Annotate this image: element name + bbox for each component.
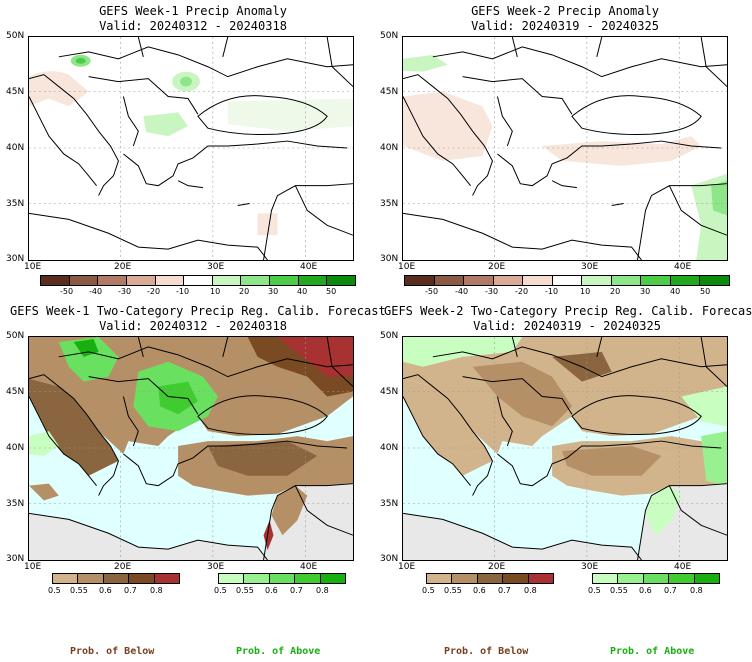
p1-cbar-lab: -30 [118,287,132,296]
p3-lon-30: 30E [207,562,225,572]
p3-above-lab: 0.8 [316,586,329,595]
p3-lon-20: 20E [114,562,132,572]
p2-cbar-lab: 10 [580,287,591,296]
p2-cbar-lab: -20 [515,287,529,296]
p3-lat-50: 50N [6,331,25,341]
p2-lon-30: 30E [581,262,599,272]
p2-lon-40: 40E [674,262,692,272]
p4-above-lab: 0.7 [664,586,677,595]
p4-lat-50: 50N [380,331,399,341]
p2-cbar-lab: 40 [670,287,681,296]
panel2-valid: Valid: 20240319 - 20240325 [471,19,659,33]
map-week2-two-category [402,336,728,561]
p1-cbar-lab: 40 [297,287,308,296]
p3-prob-above-label: Prob. of Above [236,646,321,657]
p2-lat-35: 35N [380,199,399,209]
p4-below-lab: 0.5 [422,586,435,595]
p1-lat-40: 40N [6,143,25,153]
p3-above-lab: 0.55 [236,586,254,595]
p1-cbar-lab: 30 [268,287,279,296]
p2-lat-40: 40N [380,143,399,153]
p3-below-lab: 0.55 [70,586,88,595]
p2-cbar-lab: 20 [610,287,621,296]
p3-below-lab: 0.5 [48,586,61,595]
p1-lon-40: 40E [300,262,318,272]
p2-lat-30: 30N [380,254,399,264]
p2-lon-10: 10E [398,262,416,272]
p4-above-lab: 0.8 [690,586,703,595]
p2-cbar-lab: -50 [425,287,439,296]
p2-lat-45: 45N [380,87,399,97]
p1-cbar-lab: -50 [60,287,74,296]
p2-cbar-lab: 30 [640,287,651,296]
p4-below-colorbar [426,573,554,584]
map-week1-anomaly [28,36,354,261]
p1-cbar-lab: 20 [239,287,250,296]
p3-above-lab: 0.7 [290,586,303,595]
p1-lon-30: 30E [207,262,225,272]
p1-cbar-lab: 10 [210,287,221,296]
p4-lat-45: 45N [380,387,399,397]
p1-lon-20: 20E [114,262,132,272]
p2-lon-20: 20E [488,262,506,272]
p4-lat-35: 35N [380,499,399,509]
p4-below-lab: 0.7 [498,586,511,595]
panel3-title: GEFS Week-1 Two-Category Precip Reg. Cal… [10,304,386,318]
p4-above-lab: 0.55 [610,586,628,595]
panel3-valid: Valid: 20240312 - 20240318 [99,319,287,333]
p1-lat-45: 45N [6,87,25,97]
map-week2-anomaly [402,36,728,261]
p3-below-colorbar [52,573,180,584]
p3-below-lab: 0.7 [124,586,137,595]
p4-lon-40: 40E [674,562,692,572]
p4-above-colorbar [592,573,720,584]
p3-prob-below-label: Prob. of Below [70,646,155,657]
p3-lat-35: 35N [6,499,25,509]
p4-below-lab: 0.8 [524,586,537,595]
p3-lon-10: 10E [24,562,42,572]
p4-prob-below-label: Prob. of Below [444,646,529,657]
p3-below-lab: 0.6 [99,586,112,595]
p4-below-lab: 0.55 [444,586,462,595]
p4-below-lab: 0.6 [473,586,486,595]
p4-lon-10: 10E [398,562,416,572]
p3-lon-40: 40E [300,562,318,572]
p1-cbar-lab: -10 [176,287,190,296]
p1-lon-10: 10E [24,262,42,272]
p4-prob-above-label: Prob. of Above [610,646,695,657]
p3-lat-45: 45N [6,387,25,397]
p3-above-lab: 0.5 [214,586,227,595]
p1-lat-35: 35N [6,199,25,209]
p4-lon-30: 30E [581,562,599,572]
p4-above-lab: 0.5 [588,586,601,595]
p2-cbar-lab: -30 [485,287,499,296]
panel2-title: GEFS Week-2 Precip Anomaly [471,4,659,18]
p1-cbar-lab: -40 [89,287,103,296]
p3-lat-30: 30N [6,554,25,564]
p1-cbar-lab: 50 [326,287,337,296]
p3-lat-40: 40N [6,443,25,453]
map-week1-two-category [28,336,354,561]
panel4-valid: Valid: 20240319 - 20240325 [473,319,661,333]
p2-anomaly-colorbar [404,275,730,286]
p1-lat-30: 30N [6,254,25,264]
p4-lon-20: 20E [488,562,506,572]
p2-cbar-lab: -10 [545,287,559,296]
panel1-valid: Valid: 20240312 - 20240318 [99,19,287,33]
p2-lat-50: 50N [380,31,399,41]
p1-anomaly-colorbar [40,275,356,286]
p2-cbar-lab: 50 [700,287,711,296]
p1-lat-50: 50N [6,31,25,41]
p3-below-lab: 0.8 [150,586,163,595]
panel1-title: GEFS Week-1 Precip Anomaly [99,4,287,18]
p1-cbar-lab: -20 [147,287,161,296]
p4-above-lab: 0.6 [639,586,652,595]
panel4-title: GEFS Week-2 Two-Category Precip Reg. Cal… [384,304,752,318]
p3-above-lab: 0.6 [265,586,278,595]
p3-above-colorbar [218,573,346,584]
p4-lat-30: 30N [380,554,399,564]
p4-lat-40: 40N [380,443,399,453]
p2-cbar-lab: -40 [455,287,469,296]
